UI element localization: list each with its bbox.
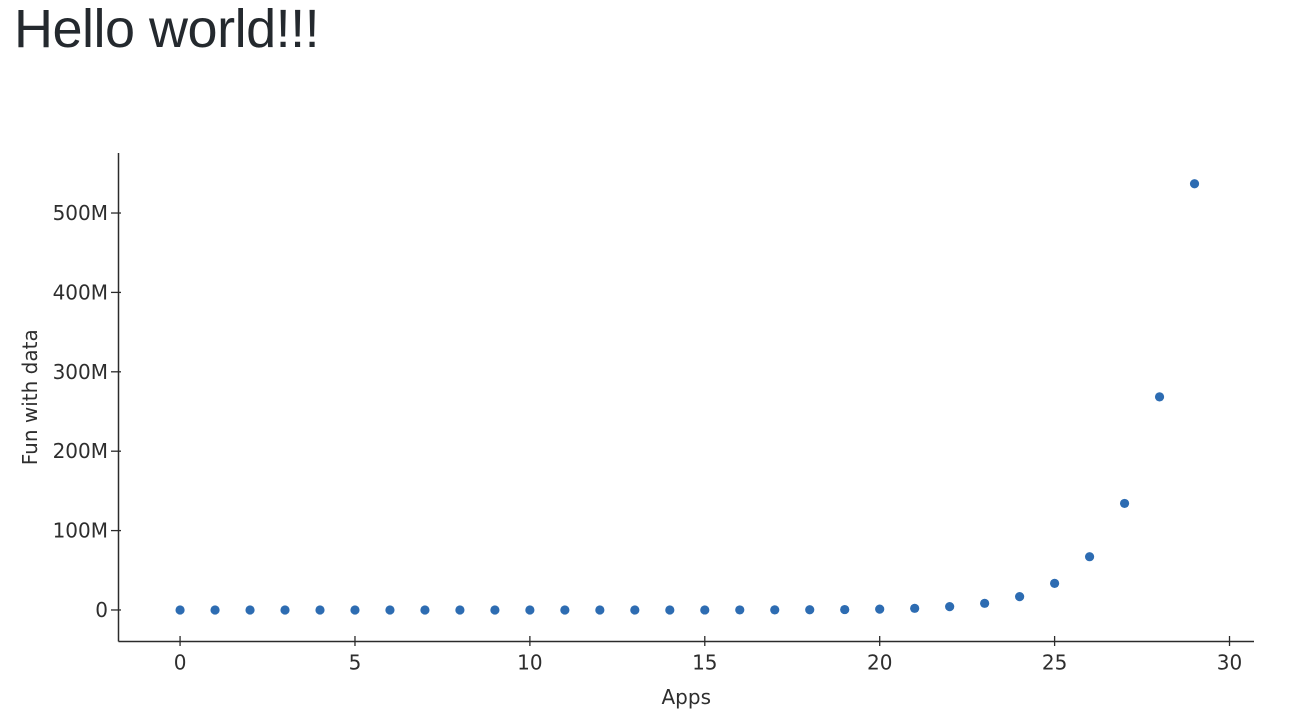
data-point xyxy=(280,605,290,615)
x-tick-label: 0 xyxy=(174,651,187,675)
data-point xyxy=(490,605,500,615)
y-tick-label: 500M xyxy=(53,201,108,225)
data-point xyxy=(1154,392,1165,402)
x-axis-title: Apps xyxy=(662,685,712,709)
y-tick-label: 400M xyxy=(53,280,108,304)
data-point xyxy=(1084,552,1095,562)
data-point xyxy=(630,605,640,615)
data-point xyxy=(385,605,395,615)
y-tick-label: 200M xyxy=(53,439,108,463)
data-point xyxy=(595,605,605,615)
data-point xyxy=(875,604,885,614)
data-point xyxy=(840,604,850,615)
y-tick-label: 0 xyxy=(95,598,108,622)
data-point xyxy=(175,605,185,615)
y-tick-label: 300M xyxy=(53,360,108,384)
data-point xyxy=(700,605,710,615)
data-point xyxy=(420,605,430,615)
y-axis-title: Fun with data xyxy=(18,329,42,465)
x-tick-label: 20 xyxy=(867,651,892,675)
data-point xyxy=(805,605,815,615)
data-point xyxy=(560,605,570,615)
data-point xyxy=(1119,498,1130,509)
data-point xyxy=(350,605,360,615)
data-point xyxy=(1015,592,1025,602)
data-point xyxy=(525,605,535,615)
data-point xyxy=(770,605,780,615)
y-tick-label: 100M xyxy=(53,519,108,543)
x-tick-label: 5 xyxy=(349,651,362,675)
x-tick-label: 15 xyxy=(692,651,717,675)
data-point xyxy=(315,605,325,615)
data-point xyxy=(945,602,955,612)
page-title: Hello world!!! xyxy=(14,0,320,59)
x-tick-label: 10 xyxy=(517,651,542,675)
data-point xyxy=(665,605,675,615)
data-point xyxy=(455,605,465,615)
data-point xyxy=(910,603,920,613)
data-point xyxy=(980,598,990,608)
data-point xyxy=(210,605,220,615)
data-point xyxy=(245,605,255,615)
data-point xyxy=(1050,578,1060,588)
data-point xyxy=(735,605,745,615)
x-tick-label: 25 xyxy=(1042,651,1067,675)
x-tick-label: 30 xyxy=(1217,651,1242,675)
data-point xyxy=(1189,179,1200,189)
